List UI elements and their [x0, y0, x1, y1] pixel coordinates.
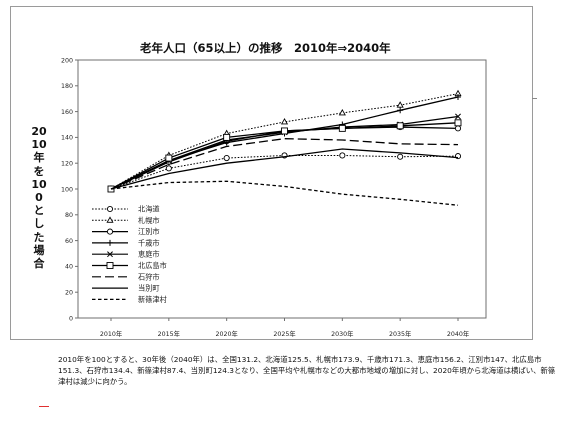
chart-title: 老年人口（65以上）の推移 2010年⇒2040年 [140, 41, 391, 55]
y-tick-label: 120 [61, 161, 73, 168]
legend-label: 恵庭市 [138, 250, 160, 259]
x-tick-label: 2015年 [158, 329, 180, 338]
y-axis-label: 2010年を100とした場合 [31, 125, 47, 271]
data-point-s1 [223, 154, 230, 162]
chart-caption: 2010年を100とすると、30年後（2040年）は、全国131.2、北海道12… [58, 355, 556, 386]
y-tick-label: 100 [61, 186, 73, 193]
legend-label: 江別市 [138, 227, 160, 236]
legend-marker [106, 216, 114, 223]
data-point-s2 [396, 101, 404, 108]
data-point-s5 [455, 113, 461, 120]
legend-label: 札幌市 [138, 216, 160, 225]
legend-marker [107, 251, 113, 258]
series-line-8 [110, 148, 459, 190]
x-tick-label: 2010年 [100, 329, 122, 338]
edge-tick-mark [532, 98, 537, 99]
legend-marker [106, 262, 114, 269]
legend-marker [106, 228, 114, 235]
legend-label: 当別町 [138, 284, 160, 293]
y-tick-label: 80 [65, 212, 73, 219]
data-point-s6 [165, 154, 173, 162]
y-tick-label: 200 [61, 57, 73, 64]
legend-label: 北広島市 [138, 261, 167, 270]
legend-marker [107, 239, 113, 246]
data-point-s2 [338, 108, 346, 116]
data-point-s4 [397, 107, 404, 114]
legend-label: 千歳市 [138, 238, 160, 247]
y-tick-label: 20 [65, 290, 73, 297]
red-underline-mark [39, 406, 49, 407]
x-tick-label: 2035年 [389, 329, 411, 338]
data-point-s1 [165, 165, 172, 172]
data-point-s6 [281, 127, 288, 135]
data-point-s3 [454, 125, 462, 132]
data-point-s4 [455, 94, 461, 101]
data-point-s1 [339, 152, 346, 159]
y-tick-label: 160 [61, 109, 73, 116]
y-tick-label: 60 [65, 238, 73, 245]
data-point-s6 [396, 122, 404, 130]
slide-frame [10, 6, 533, 340]
x-tick-label: 2040年 [447, 329, 469, 338]
x-tick-label: 2030年 [331, 329, 353, 338]
data-point-s1 [397, 153, 404, 160]
y-tick-label: 180 [61, 83, 73, 90]
legend-label: 北海道 [138, 205, 160, 214]
data-point-s6 [454, 119, 462, 127]
x-tick-label: 2025年 [273, 329, 295, 338]
series-line-9 [110, 180, 459, 206]
legend-label: 新篠津村 [138, 295, 167, 304]
y-tick-label: 0 [69, 315, 73, 322]
data-point-s6 [338, 124, 346, 132]
y-tick-label: 140 [61, 135, 73, 142]
x-tick-label: 2020年 [216, 329, 238, 338]
data-point-s2 [280, 117, 289, 125]
legend-label: 石狩市 [138, 272, 160, 281]
y-tick-label: 40 [65, 264, 73, 271]
data-point-s6 [223, 133, 231, 141]
legend-marker [106, 205, 114, 213]
